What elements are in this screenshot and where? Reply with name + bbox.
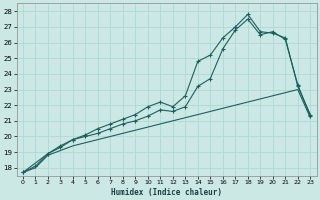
X-axis label: Humidex (Indice chaleur): Humidex (Indice chaleur) (111, 188, 222, 197)
